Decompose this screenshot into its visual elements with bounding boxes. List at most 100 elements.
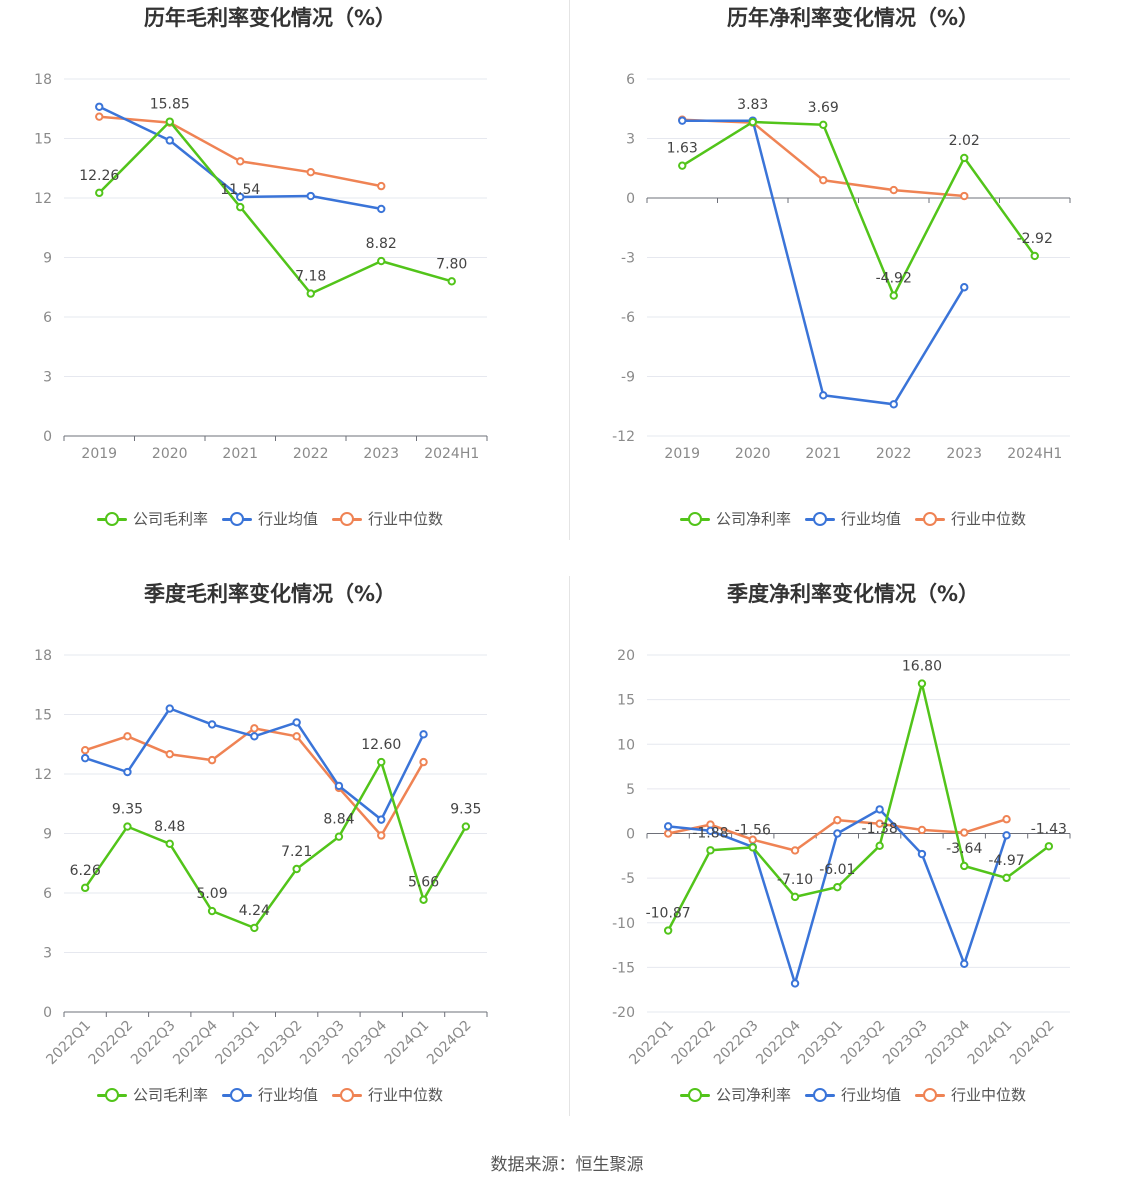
legend-label: 行业中位数 [368, 1086, 444, 1104]
data-point-company [95, 188, 104, 198]
series-line-company [84, 760, 467, 930]
legend-item-company[interactable]: 公司净利率 [679, 1084, 791, 1105]
chart-title: 季度毛利率变化情况（%） [143, 582, 397, 606]
data-point-avg [1002, 831, 1011, 840]
data-point-company [960, 861, 969, 871]
x-tick-label: 2023Q4 [339, 1017, 390, 1068]
x-tick-label: 2024Q2 [1007, 1018, 1058, 1069]
series-line-company [681, 120, 1036, 297]
data-source: 数据来源：恒生聚源 [490, 1155, 644, 1175]
y-tick-label: -3 [621, 251, 635, 267]
data-label: -2.92 [1017, 231, 1053, 247]
data-point-company [447, 277, 456, 286]
legend-swatch-avg [804, 1087, 835, 1102]
y-tick-label: 3 [43, 370, 52, 386]
data-point-avg [165, 136, 174, 145]
data-label: -4.97 [988, 853, 1024, 869]
data-point-median [377, 831, 386, 840]
y-tick-label: 12 [34, 191, 52, 207]
y-tick-label: -9 [621, 370, 635, 386]
y-tick-label: -10 [612, 916, 635, 932]
data-label: 7.18 [295, 269, 326, 285]
y-tick-label: 0 [43, 429, 52, 445]
legend-label: 行业均值 [840, 510, 901, 528]
x-tick-label: 2022Q1 [626, 1018, 677, 1069]
chart-annual-net: -12 -9 -6 -3 0 3 6 2019 2020 2021 2022 2023 2024H1 1.… [612, 72, 1071, 462]
data-point-median [917, 825, 927, 835]
data-point-company [1002, 873, 1011, 883]
x-tick-label: 2019 [664, 446, 700, 462]
data-point-median [165, 749, 174, 759]
data-label: -3.64 [946, 841, 982, 857]
legend-swatch-avg [221, 1087, 252, 1102]
chart-quarter-gross: 0 3 6 9 12 15 18 2022Q12022Q22022Q32022Q42023Q1… [34, 648, 488, 1069]
data-label: 8.82 [366, 236, 397, 252]
x-tick-label: 2023Q1 [213, 1018, 264, 1069]
legend-swatch-company [96, 511, 127, 526]
data-point-company [250, 923, 259, 933]
legend-item-avg[interactable]: 行业均值 [221, 1084, 318, 1105]
legend-swatch-median [915, 1087, 945, 1102]
legend-item-company[interactable]: 公司净利率 [679, 508, 791, 529]
data-point-median [123, 732, 132, 741]
divider [569, 576, 570, 1116]
series-line-avg [682, 119, 966, 406]
y-tick-label: 18 [34, 648, 52, 664]
legend-item-avg[interactable]: 行业均值 [804, 1084, 901, 1105]
data-point-company [875, 841, 884, 851]
data-point-avg [917, 849, 927, 859]
legend-swatch-avg [804, 511, 835, 526]
data-point-company [377, 757, 386, 767]
data-point-median [292, 732, 301, 741]
y-tick-label: 18 [34, 72, 52, 88]
x-tick-label: 2024Q1 [965, 1018, 1016, 1069]
legend-item-median[interactable]: 行业中位数 [332, 508, 443, 529]
data-point-company [748, 843, 757, 852]
x-tick-label: 2022Q4 [753, 1017, 804, 1068]
legend-item-median[interactable]: 行业中位数 [915, 1084, 1026, 1105]
y-tick-label: 15 [617, 693, 635, 709]
data-point-company [306, 289, 315, 298]
x-tick-label: 2023Q2 [255, 1018, 306, 1069]
data-label: 12.26 [79, 168, 119, 184]
panel-annual-net: 历年净利率变化情况（%） -12 -9 -6 -3 0 3 6 2019 2020 2021 202… [583, 0, 1134, 576]
data-label: 15.85 [150, 97, 190, 113]
data-point-avg [790, 979, 800, 988]
data-point-company [419, 895, 428, 904]
data-label: -7.10 [777, 872, 813, 888]
x-tick-label: 2022Q3 [128, 1018, 179, 1069]
y-tick-label: 6 [626, 72, 635, 88]
x-tick-label: 2021 [805, 446, 841, 462]
data-label: 4.24 [239, 903, 270, 919]
legend-item-company[interactable]: 公司毛利率 [96, 508, 208, 529]
data-point-median [1002, 815, 1011, 824]
legend: 公司毛利率 行业均值 行业中位数 [0, 508, 540, 529]
data-point-company [377, 256, 386, 266]
legend-swatch-company [679, 511, 710, 526]
data-point-avg [819, 391, 828, 400]
data-point-median [236, 157, 245, 166]
data-point-median [377, 181, 386, 191]
data-point-avg [334, 781, 344, 791]
x-tick-label: 2023Q4 [922, 1017, 973, 1068]
data-label: -4.92 [876, 271, 912, 287]
x-tick-label: 2022 [293, 446, 329, 462]
y-tick-label: -12 [612, 429, 635, 445]
data-point-avg [377, 815, 386, 824]
data-point-company [790, 892, 800, 902]
data-point-median [960, 828, 969, 837]
legend-item-company[interactable]: 公司毛利率 [96, 1084, 208, 1105]
data-point-company [819, 120, 828, 130]
legend-item-median[interactable]: 行业中位数 [915, 508, 1026, 529]
legend-item-median[interactable]: 行业中位数 [332, 1084, 443, 1105]
data-point-company [833, 882, 842, 892]
legend-item-avg[interactable]: 行业均值 [221, 508, 318, 529]
data-point-company [917, 679, 927, 688]
legend: 公司净利率 行业均值 行业中位数 [583, 1084, 1123, 1105]
legend-item-avg[interactable]: 行业均值 [804, 508, 901, 529]
data-point-company [748, 117, 757, 127]
y-tick-label: 15 [34, 132, 52, 148]
panel-quarter-net: 季度净利率变化情况（%） -20 -15 -10 -5 0 5 10 15 20 2022Q1 20… [583, 576, 1134, 1152]
panel-annual-gross: 历年毛利率变化情况（%） 0 3 6 9 12 15 18 2019 2020 2021 2022 2… [0, 0, 567, 576]
x-tick-label: 2023Q3 [297, 1018, 348, 1069]
